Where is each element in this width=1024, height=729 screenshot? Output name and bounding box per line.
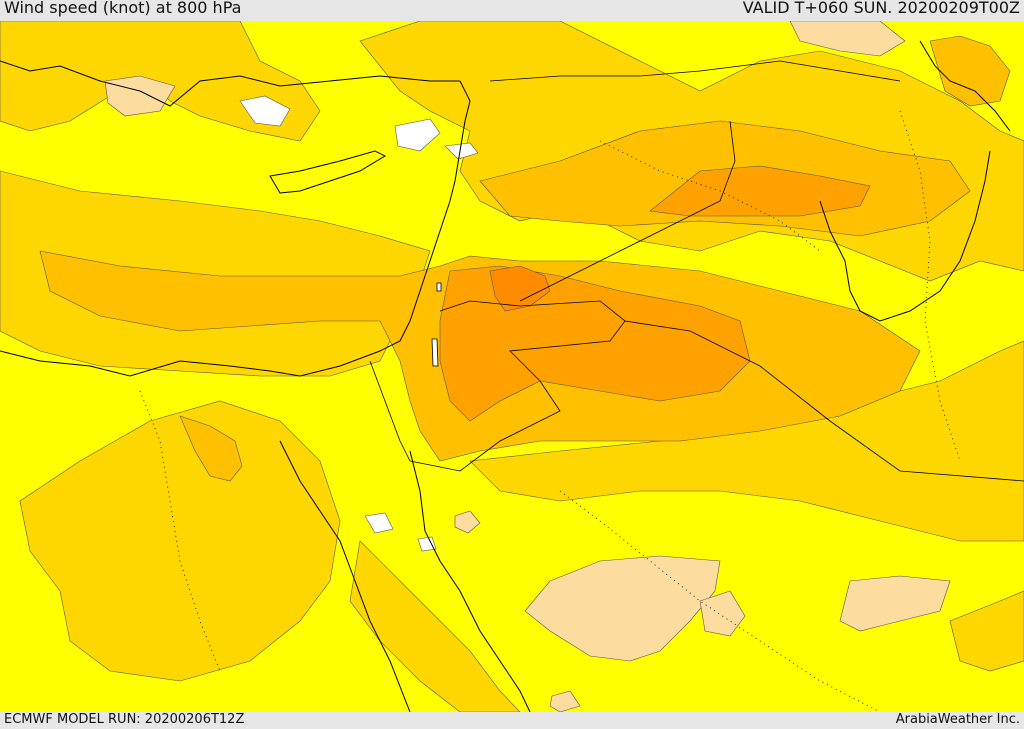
coastline-caspian [919, 40, 1011, 132]
calm-zone-aegean [239, 95, 291, 127]
coastline-cyprus [269, 150, 387, 194]
wind-zone-deep-orange-core [489, 265, 551, 312]
coastline-anatolia [0, 60, 460, 107]
border-jordan [409, 300, 626, 472]
border-saudi-kuwait [624, 320, 1024, 482]
wind-zone-pale-caucasus [789, 21, 906, 57]
calm-zone-gulf-of-suez [364, 512, 394, 534]
admin-boundary-arabia [559, 490, 881, 712]
wind-zone-orange-iraq [649, 165, 871, 217]
wind-zone-pale-sinai [454, 510, 481, 534]
wind-zone-gold-northwest [0, 21, 321, 142]
coastline-mediterranean [0, 80, 471, 377]
admin-boundary-egypt [139, 390, 221, 672]
wind-zone-amber-nile [179, 415, 243, 482]
wind-zone-pale-central [699, 590, 746, 637]
header-bar: Wind speed (knot) at 800 hPa VALID T+060… [0, 0, 1024, 21]
map-title: Wind speed (knot) at 800 hPa [4, 0, 242, 17]
wind-zone-amber-northeast [929, 35, 1011, 107]
wind-zone-pale-gulf [839, 575, 951, 632]
coastline-persian-gulf [819, 150, 991, 322]
admin-boundary-iraq [599, 140, 821, 252]
wind-zone-pale-anatolia [104, 75, 176, 117]
lake-tiberias [436, 282, 442, 292]
calm-zone-cyprus-east [394, 118, 441, 152]
border-syria-iraq [489, 60, 901, 82]
wind-zone-pale-south [549, 690, 581, 712]
wind-zone-gold-southeast [949, 590, 1024, 672]
border-egypt-israel [369, 360, 411, 462]
footer-bar: ECMWF MODEL RUN: 20200206T12Z ArabiaWeat… [0, 712, 1024, 729]
calm-zone-gulf-of-aqaba [417, 536, 437, 552]
credit-label: ArabiaWeather Inc. [895, 712, 1020, 727]
lake-dead-sea [431, 338, 439, 367]
wind-speed-map[interactable] [0, 21, 1024, 712]
wind-zone-gold-red-sea [349, 540, 521, 712]
coastline-red-sea-west [279, 440, 411, 712]
border-iraq-saudi [519, 120, 736, 302]
model-run-label: ECMWF MODEL RUN: 20200206T12Z [4, 712, 245, 727]
coastline-red-sea-east [409, 450, 531, 712]
map-canvas [0, 21, 1024, 712]
wind-zone-pale-arabia [524, 555, 721, 662]
valid-time: VALID T+060 SUN. 20200209T00Z [742, 0, 1020, 17]
wind-zone-gold-egypt [19, 400, 341, 682]
